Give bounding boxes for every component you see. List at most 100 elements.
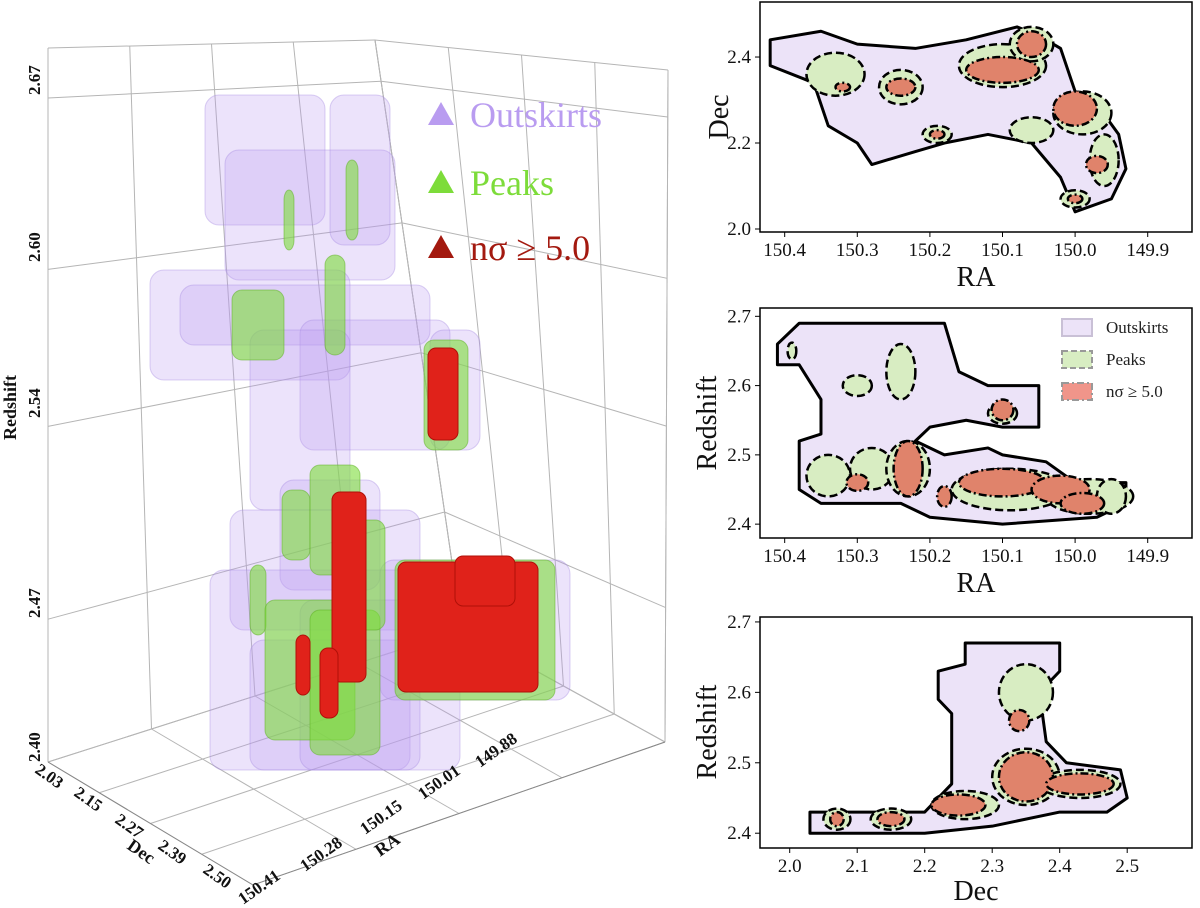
sigma-volume bbox=[427, 347, 459, 441]
peaks-volume bbox=[231, 289, 285, 361]
ra-axis-label: RA bbox=[371, 829, 404, 860]
sigma-region bbox=[885, 77, 917, 97]
peaks-volume bbox=[324, 254, 346, 356]
grid-line bbox=[201, 713, 615, 855]
peaks-volume bbox=[345, 159, 359, 241]
x-tick-label: 150.2 bbox=[909, 546, 952, 567]
ra-tick: 150.41 bbox=[234, 866, 283, 908]
y-axis-label: Redshift bbox=[692, 375, 723, 470]
plot-area bbox=[775, 321, 1135, 526]
sigma-region bbox=[828, 810, 845, 828]
dec-tick: 2.39 bbox=[155, 836, 190, 869]
sigma-region bbox=[1052, 90, 1099, 128]
panel-dec-redshift-labels: Dec Redshift bbox=[692, 684, 999, 907]
x-tick-label: 150.2 bbox=[909, 240, 952, 261]
panel-dec-redshift: 2.0 2.1 2.2 2.3 2.4 2.5 2.4 2.5 2.6 2.7 bbox=[727, 612, 1193, 877]
y-tick-label: 2.5 bbox=[727, 753, 751, 774]
axes-frame bbox=[759, 616, 1193, 849]
z-tick: 2.67 bbox=[25, 65, 44, 95]
x-axis-label: RA bbox=[957, 262, 997, 293]
y-tick-label: 2.4 bbox=[727, 823, 751, 844]
y-axis-label: Dec bbox=[704, 94, 735, 139]
peaks-region bbox=[786, 341, 798, 361]
z-tick: 2.54 bbox=[25, 388, 44, 418]
y-tick-label: 2.0 bbox=[727, 219, 751, 240]
x-tick-label: 2.3 bbox=[980, 856, 1004, 877]
dec-tick: 2.27 bbox=[112, 810, 148, 843]
sigma-volume bbox=[319, 647, 339, 719]
x-tick-label: 150.0 bbox=[1054, 546, 1097, 567]
sigma-region bbox=[1066, 193, 1084, 205]
grid-line bbox=[401, 222, 668, 279]
y-axis-label: Redshift bbox=[692, 684, 723, 779]
sigma-region bbox=[1059, 491, 1106, 516]
sigma-region bbox=[1015, 29, 1048, 59]
axes-frame bbox=[759, 1, 1193, 233]
peaks-volume bbox=[283, 189, 295, 251]
z-tick: 2.47 bbox=[25, 588, 44, 618]
dec-ticks: 2.03 2.15 2.27 2.39 2.50 Dec bbox=[32, 760, 235, 893]
sigma-region bbox=[935, 484, 953, 509]
x-tick-label: 2.4 bbox=[1048, 856, 1072, 877]
x-tick-label: 2.2 bbox=[913, 856, 937, 877]
grid-line bbox=[594, 62, 615, 715]
z-tick: 2.40 bbox=[25, 732, 44, 762]
legend-peaks-swatch bbox=[1061, 350, 1093, 369]
legend-sigma-marker bbox=[428, 235, 454, 258]
ra-tick: 150.15 bbox=[356, 796, 405, 838]
plot-area bbox=[808, 641, 1129, 835]
panel-3d: Outskirts Peaks nσ ≥ 5.0 2.40 2.47 2.54 … bbox=[0, 39, 669, 908]
peaks-volume bbox=[281, 489, 311, 561]
dec-axis-label: Dec bbox=[124, 835, 159, 868]
sigma-region bbox=[930, 793, 987, 817]
grid-line bbox=[211, 43, 256, 697]
dec-axis-line bbox=[47, 761, 254, 886]
grid-line bbox=[129, 45, 152, 730]
sigma-volume bbox=[331, 491, 367, 683]
sigma-region bbox=[964, 55, 1041, 85]
legend-outskirts-swatch bbox=[1061, 318, 1093, 337]
dec-tick: 2.15 bbox=[71, 783, 106, 816]
y-tick-label: 2.2 bbox=[727, 133, 751, 154]
panel-ra-redshift-labels: RA Redshift Outskirts Peaks nσ ≥ 5.0 bbox=[692, 318, 1168, 599]
legend-outskirts-marker bbox=[428, 102, 454, 125]
legend-outskirts-label: Outskirts bbox=[470, 95, 602, 135]
sigma-region bbox=[834, 81, 852, 93]
peaks-region bbox=[885, 342, 917, 401]
y-tick-label: 2.5 bbox=[727, 445, 751, 466]
peaks-region bbox=[1008, 115, 1055, 145]
x-axis-label: Dec bbox=[953, 876, 998, 907]
axes-frame bbox=[759, 307, 1193, 539]
grid-line bbox=[47, 80, 382, 99]
sigma-region bbox=[1084, 154, 1110, 175]
x-tick-label: 149.9 bbox=[1126, 546, 1169, 567]
y-tick-label: 2.4 bbox=[727, 47, 751, 68]
z-ticks: 2.40 2.47 2.54 2.60 2.67 Redshift bbox=[0, 65, 44, 762]
sigma-region bbox=[892, 439, 924, 498]
x-tick-label: 2.1 bbox=[845, 856, 869, 877]
grid-line bbox=[374, 39, 463, 631]
z-axis-label: Redshift bbox=[0, 375, 20, 440]
x-axis-label: RA bbox=[957, 568, 997, 599]
sigma-region bbox=[1007, 708, 1031, 733]
x-tick-label: 2.5 bbox=[1115, 856, 1139, 877]
outskirts-volume bbox=[329, 94, 391, 246]
y-tick-label: 2.7 bbox=[727, 612, 751, 633]
outskirts-volume bbox=[204, 94, 326, 226]
x-tick-label: 150.1 bbox=[981, 546, 1024, 567]
x-tick-label: 150.4 bbox=[763, 546, 806, 567]
x-tick-label: 2.0 bbox=[778, 856, 802, 877]
dec-tick: 2.03 bbox=[32, 760, 67, 793]
legend-2d: Outskirts Peaks nσ ≥ 5.0 bbox=[1061, 318, 1168, 401]
sigma-volume bbox=[295, 634, 311, 696]
grid-line bbox=[664, 69, 669, 743]
x-tick-label: 149.9 bbox=[1126, 240, 1169, 261]
plot-area bbox=[768, 25, 1128, 214]
grid-line bbox=[358, 662, 563, 779]
grid-line bbox=[47, 222, 403, 270]
legend-sigma-label: nσ ≥ 5.0 bbox=[1106, 382, 1163, 401]
peaks-volume bbox=[249, 564, 267, 636]
legend-sigma-swatch bbox=[1061, 382, 1093, 401]
legend-3d: Outskirts Peaks nσ ≥ 5.0 bbox=[428, 95, 602, 268]
